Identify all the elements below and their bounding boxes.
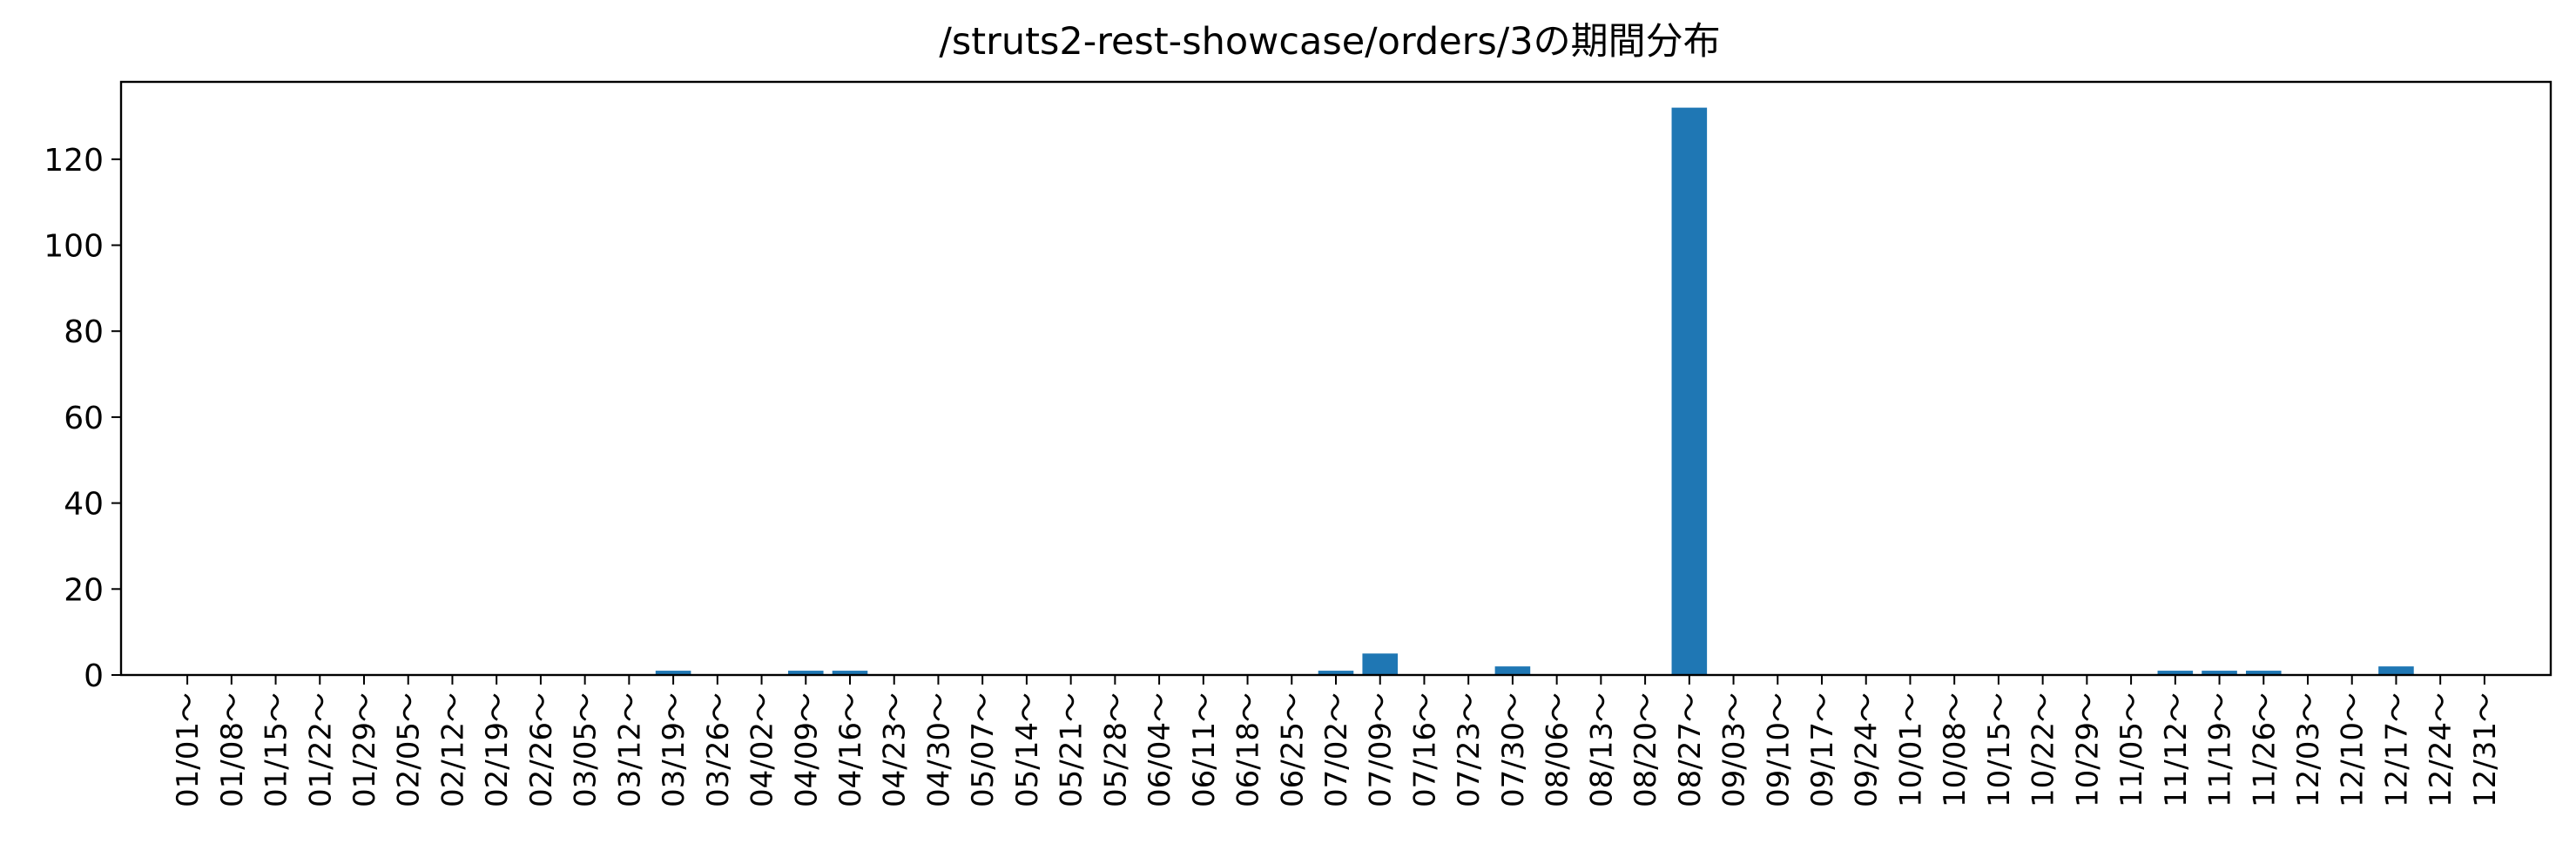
bar-07/30～ [1494, 666, 1531, 675]
y-tick-label: 80 [64, 314, 104, 350]
x-tick-label: 05/28～ [1098, 692, 1133, 807]
x-tick-label: 04/23～ [878, 692, 913, 807]
x-tick-label: 12/24～ [2424, 692, 2458, 807]
x-tick-label: 04/02～ [745, 692, 780, 807]
x-tick-label: 06/25～ [1275, 692, 1310, 807]
x-tick-label: 03/19～ [657, 692, 691, 807]
x-tick-label: 10/22～ [2026, 692, 2061, 807]
x-tick-label: 11/26～ [2247, 692, 2282, 807]
bars [655, 107, 2414, 676]
x-tick-label: 11/19～ [2203, 692, 2238, 807]
x-tick-label: 07/30～ [1496, 692, 1531, 807]
y-tick-label: 20 [64, 572, 104, 608]
x-tick-label: 04/30～ [921, 692, 956, 807]
bar-03/19～ [655, 671, 691, 675]
x-tick-label: 07/09～ [1364, 692, 1399, 807]
bar-12/17～ [2378, 666, 2414, 675]
x-tick-label: 11/12～ [2159, 692, 2194, 807]
x-tick-label: 06/04～ [1143, 692, 1177, 807]
bar-11/26～ [2245, 671, 2282, 675]
x-tick-label: 01/15～ [260, 692, 294, 807]
x-tick-label: 03/05～ [569, 692, 604, 807]
x-tick-label: 04/16～ [833, 692, 868, 807]
bar-07/09～ [1362, 653, 1399, 675]
y-tick-label: 60 [64, 401, 104, 436]
x-tick-label: 01/01～ [171, 692, 206, 807]
x-tick-label: 10/15～ [1982, 692, 2017, 807]
x-tick-label: 02/19～ [480, 692, 515, 807]
x-tick-label: 08/13～ [1584, 692, 1619, 807]
x-tick-label: 06/18～ [1231, 692, 1266, 807]
bar-11/12～ [2157, 671, 2194, 675]
x-tick-label: 01/08～ [215, 692, 250, 807]
x-tick-label: 05/14～ [1010, 692, 1045, 807]
x-tick-label: 02/26～ [524, 692, 559, 807]
x-tick-label: 12/31～ [2468, 692, 2503, 807]
plot-frame [119, 80, 2552, 677]
y-tick-label: 0 [84, 658, 104, 694]
x-tick-label: 07/02～ [1319, 692, 1354, 807]
x-axis: 01/01～ 01/08～ 01/15～ 01/22～ 01/29～ 02/05～ 02/1… [171, 675, 2503, 807]
bar-04/09～ [787, 671, 824, 675]
x-tick-label: 08/27～ [1673, 692, 1708, 807]
x-tick-label: 11/05～ [2114, 692, 2149, 807]
x-tick-label: 09/24～ [1850, 692, 1885, 807]
x-tick-label: 03/12～ [612, 692, 647, 807]
x-tick-label: 08/20～ [1629, 692, 1663, 807]
bar-07/02～ [1318, 671, 1354, 675]
x-tick-label: 05/21～ [1055, 692, 1089, 807]
x-tick-label: 12/17～ [2379, 692, 2414, 807]
x-tick-label: 09/03～ [1717, 692, 1752, 807]
x-tick-label: 12/10～ [2336, 692, 2370, 807]
chart-title: /struts2-rest-showcase/orders/3の期間分布 [939, 20, 1720, 64]
y-tick-label: 120 [44, 143, 104, 179]
x-tick-label: 10/29～ [2070, 692, 2105, 807]
bar-08/27～ [1671, 107, 1708, 676]
x-tick-label: 12/03～ [2291, 692, 2326, 807]
x-tick-label: 01/29～ [347, 692, 382, 807]
x-tick-label: 09/10～ [1761, 692, 1796, 807]
x-tick-label: 08/06～ [1541, 692, 1575, 807]
y-axis: 0 20 40 60 80 100 120 [44, 143, 121, 694]
x-tick-label: 07/23～ [1452, 692, 1487, 807]
x-tick-label: 05/07～ [966, 692, 1001, 807]
x-tick-label: 03/26～ [701, 692, 736, 807]
x-tick-label: 09/17～ [1805, 692, 1840, 807]
bar-04/16～ [832, 671, 868, 675]
x-tick-label: 10/01～ [1893, 692, 1928, 807]
x-tick-label: 06/11～ [1187, 692, 1222, 807]
bar-11/19～ [2202, 671, 2237, 675]
y-tick-label: 40 [64, 487, 104, 523]
x-tick-label: 07/16～ [1407, 692, 1442, 807]
x-tick-label: 02/05～ [392, 692, 427, 807]
y-tick-label: 100 [44, 229, 104, 265]
x-tick-label: 01/22～ [303, 692, 338, 807]
x-tick-label: 10/08～ [1938, 692, 1972, 807]
x-tick-label: 02/12～ [435, 692, 470, 807]
x-tick-label: 04/09～ [789, 692, 824, 807]
